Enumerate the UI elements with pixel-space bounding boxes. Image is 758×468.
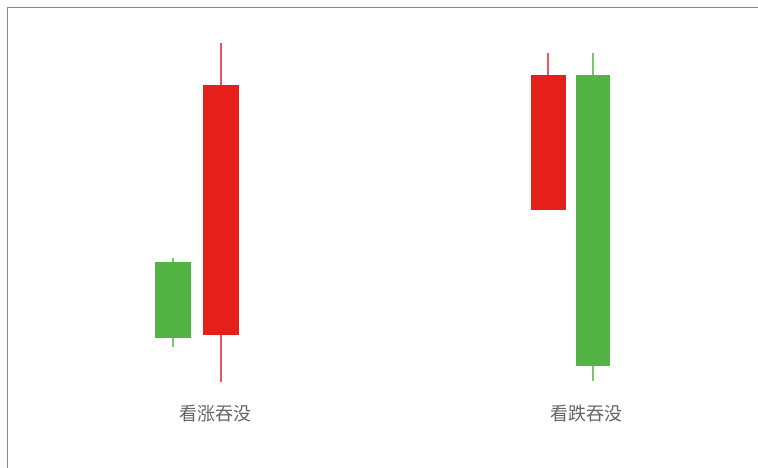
- green-candle: [576, 75, 610, 366]
- bearish-engulfing: 看跌吞没: [531, 53, 622, 425]
- bullish-engulfing: 看涨吞没: [155, 43, 251, 425]
- red-candle: [531, 75, 566, 210]
- red-candle: [203, 85, 239, 335]
- green-candle: [155, 262, 191, 338]
- pattern-label: 看涨吞没: [179, 404, 251, 425]
- pattern-label: 看跌吞没: [550, 404, 622, 425]
